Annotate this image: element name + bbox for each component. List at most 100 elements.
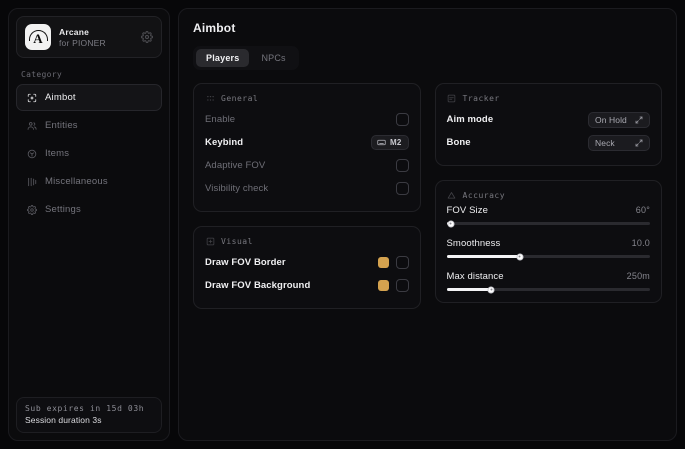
sidebar-item-label: Items — [45, 148, 70, 159]
bone-dropdown[interactable]: Neck — [588, 134, 650, 152]
card-header: Tracker — [447, 93, 651, 103]
slider-thumb[interactable] — [487, 286, 495, 293]
card-title: General — [221, 93, 259, 103]
sidebar-item-miscellaneous[interactable]: Miscellaneous — [16, 168, 162, 195]
aim-mode-value: On Hold — [595, 114, 627, 125]
main-panel: Aimbot Players NPCs General — [178, 8, 677, 441]
row-aim-mode[interactable]: Aim mode On Hold — [446, 108, 650, 131]
target-frame-icon — [447, 93, 457, 103]
row-label: Visibility check — [205, 183, 269, 194]
row-adaptive-fov[interactable]: Adaptive FOV — [205, 154, 409, 177]
gear-icon — [26, 204, 37, 215]
keyboard-icon — [377, 134, 386, 152]
dots-grid-icon — [205, 93, 215, 103]
crosshair-icon — [26, 92, 37, 103]
row-label: Adaptive FOV — [205, 160, 266, 171]
card-header: General — [205, 93, 409, 103]
session-duration: Session duration 3s — [25, 415, 102, 425]
slider-label: Smoothness — [446, 238, 501, 249]
slider-track[interactable] — [446, 253, 650, 260]
row-label: Enable — [205, 114, 236, 125]
sidebar-item-label: Settings — [45, 204, 81, 215]
slider-value: 60° — [635, 205, 650, 215]
subscription-status: Sub expires in 15d 03h Session duration … — [16, 397, 162, 433]
sidebar-item-items[interactable]: Items — [16, 140, 162, 167]
row-fov-background[interactable]: Draw FOV Background — [205, 274, 409, 297]
sidebar-item-label: Aimbot — [45, 92, 76, 103]
sidebar-item-label: Miscellaneous — [45, 176, 108, 187]
fov-border-color-swatch[interactable] — [377, 257, 389, 268]
row-label: Draw FOV Border — [205, 257, 286, 268]
card-header: Visual — [205, 236, 409, 246]
slider-track[interactable] — [446, 286, 650, 293]
keybind-chip[interactable]: M2 — [370, 134, 409, 152]
category-label: Category — [21, 70, 62, 79]
right-column: Tracker Aim mode On Hold — [434, 83, 662, 309]
row-visibility-check[interactable]: Visibility check — [205, 177, 409, 200]
fov-border-checkbox[interactable] — [395, 256, 409, 269]
frame-icon — [205, 236, 215, 246]
slider-smoothness: Smoothness 10.0 — [446, 238, 651, 260]
card-title: Accuracy — [462, 190, 506, 200]
slider-track[interactable] — [446, 220, 650, 227]
slider-header: Smoothness 10.0 — [447, 238, 651, 249]
profile-name: Arcane — [59, 26, 90, 37]
visibility-check-checkbox[interactable] — [395, 182, 409, 195]
card-visual: Visual Draw FOV Border Draw FOV Backgrou… — [193, 226, 421, 309]
triangle-icon — [447, 190, 457, 200]
card-tracker: Tracker Aim mode On Hold — [434, 83, 662, 166]
slider-value: 10.0 — [631, 238, 650, 248]
slider-thumb[interactable] — [516, 253, 524, 260]
expand-icon — [635, 134, 643, 152]
row-label: Keybind — [205, 137, 244, 148]
card-header: Accuracy — [447, 190, 651, 200]
enable-checkbox[interactable] — [395, 113, 409, 126]
users-icon — [26, 120, 37, 131]
profile-subtitle: for PIONER — [59, 37, 106, 48]
profile-text: Arcane for PIONER — [59, 27, 106, 48]
grid-icon — [26, 176, 37, 187]
adaptive-fov-checkbox[interactable] — [395, 159, 409, 172]
tab-players[interactable]: Players — [196, 49, 250, 67]
sidebar-nav: Aimbot Entities — [16, 84, 162, 224]
sidebar-item-settings[interactable]: Settings — [16, 196, 162, 223]
card-title: Visual — [221, 236, 253, 246]
expand-icon — [635, 111, 643, 129]
aim-mode-dropdown[interactable]: On Hold — [588, 111, 650, 129]
slider-thumb[interactable] — [447, 220, 455, 227]
slider-fov-size: FOV Size 60° — [446, 205, 650, 227]
gear-icon[interactable] — [140, 30, 154, 44]
settings-columns: General Enable Keybind — [193, 83, 662, 309]
box-icon — [26, 148, 37, 159]
row-controls — [377, 256, 409, 269]
slider-fill — [446, 288, 492, 291]
slider-fill — [446, 255, 520, 258]
fov-background-checkbox[interactable] — [395, 279, 409, 292]
subscription-expiry: Sub expires in 15d 03h — [25, 404, 145, 413]
left-column: General Enable Keybind — [193, 83, 421, 309]
logo-arc-icon — [28, 30, 48, 41]
row-keybind[interactable]: Keybind M2 — [205, 131, 409, 154]
app-logo: A — [25, 24, 51, 50]
sidebar-item-entities[interactable]: Entities — [16, 112, 162, 139]
sidebar-item-label: Entities — [45, 120, 78, 131]
profile-card[interactable]: A Arcane for PIONER — [16, 16, 162, 58]
row-enable[interactable]: Enable — [205, 108, 409, 131]
card-title: Tracker — [462, 93, 500, 103]
row-fov-border[interactable]: Draw FOV Border — [205, 251, 409, 274]
row-bone[interactable]: Bone Neck — [447, 131, 650, 154]
bone-value: Neck — [595, 137, 615, 148]
sidebar-item-aimbot[interactable]: Aimbot — [16, 84, 162, 111]
row-label: Aim mode — [446, 114, 494, 125]
slider-value: 250m — [626, 271, 650, 281]
slider-max-distance: Max distance 250m — [446, 271, 651, 293]
tab-npcs[interactable]: NPCs — [261, 53, 286, 63]
slider-header: Max distance 250m — [447, 271, 651, 282]
tab-bar: Players NPCs — [193, 46, 299, 70]
row-label: Draw FOV Background — [205, 280, 311, 291]
slider-label: Max distance — [446, 271, 504, 282]
card-general: General Enable Keybind — [193, 83, 421, 212]
row-controls — [377, 279, 409, 292]
fov-background-color-swatch[interactable] — [377, 280, 389, 291]
keybind-value: M2 — [389, 138, 402, 147]
